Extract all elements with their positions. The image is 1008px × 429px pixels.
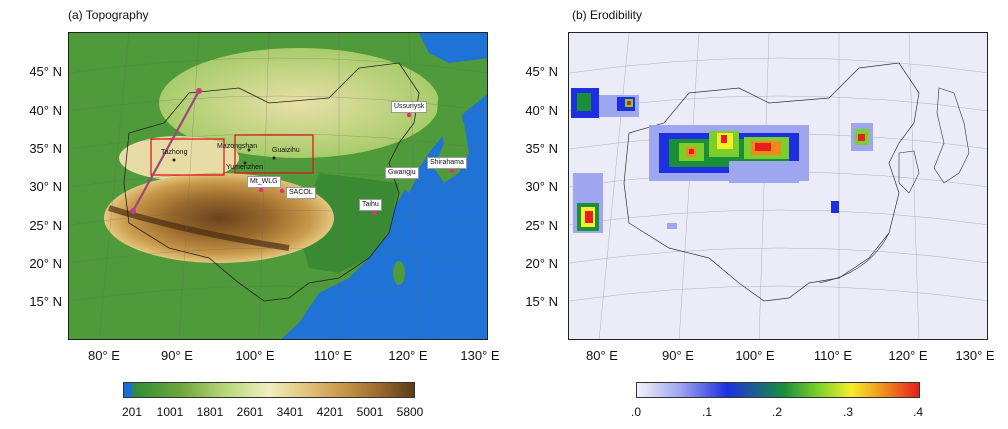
korea-outline-b <box>898 150 920 194</box>
b-lat-label-35: 35° N <box>525 141 558 156</box>
site-label-shirahama: Shirahama <box>427 157 467 169</box>
a-lon-label-120: 120° E <box>388 348 428 363</box>
site-marker-mtwlg <box>258 187 264 193</box>
japan-outline-b <box>933 87 970 184</box>
topo-cbar-label-6: 5001 <box>356 405 384 419</box>
erod-cbar-label-4: .4 <box>912 405 923 419</box>
site-marker-guaizihu <box>272 156 276 160</box>
a-lat-label-45: 45° N <box>29 64 62 79</box>
a-lat-label-20: 20° N <box>29 256 62 271</box>
a-lat-label-35: 35° N <box>29 141 62 156</box>
b-lon-label-90: 90° E <box>662 348 694 363</box>
site-marker-mazongshan <box>247 148 251 152</box>
transect-end-south <box>130 208 136 214</box>
site-marker-shirahama <box>449 168 455 174</box>
topo-cbar-label-7: 5800 <box>396 405 424 419</box>
panel-b-title: (b) Erodibility <box>572 8 643 22</box>
site-label-taihu: Taihu <box>359 199 382 211</box>
a-lon-label-80: 80° E <box>88 348 120 363</box>
b-lon-label-100: 100° E <box>735 348 775 363</box>
a-lon-label-130: 130° E <box>460 348 500 363</box>
topography-colorbar <box>123 382 415 398</box>
site-marker-tazhong <box>172 158 176 162</box>
tarim-basin <box>119 136 239 180</box>
erodibility-colorbar <box>636 382 920 398</box>
site-label-ussuriysk: Ussuriysk <box>391 101 428 113</box>
taklimakan-box <box>150 138 225 176</box>
site-label-guaizihu: Guaizihu <box>272 147 300 154</box>
china-border-b <box>623 62 920 302</box>
china-border <box>123 62 420 302</box>
site-marker-ussuriysk <box>406 112 412 118</box>
site-label-mazongshan: Mazongshan <box>217 143 258 150</box>
topo-cbar-label-0: 201 <box>121 405 143 419</box>
b-lat-label-15: 15° N <box>525 294 558 309</box>
b-lat-label-30: 30° N <box>525 179 558 194</box>
a-lon-label-110: 110° E <box>313 348 353 363</box>
b-lon-label-130: 130° E <box>955 348 995 363</box>
topo-cbar-label-5: 4201 <box>316 405 344 419</box>
b-lat-label-40: 40° N <box>525 103 558 118</box>
b-lat-label-45: 45° N <box>525 64 558 79</box>
site-label-sacol: SACOL <box>286 187 316 199</box>
site-label-gwangju: Gwangju <box>385 167 419 179</box>
mongolian-plateau <box>159 48 439 158</box>
a-lon-label-100: 100° E <box>235 348 275 363</box>
gobi-box <box>234 134 314 174</box>
a-lat-label-40: 40° N <box>29 103 62 118</box>
b-lon-label-110: 110° E <box>813 348 853 363</box>
erod-cbar-label-3: .3 <box>842 405 853 419</box>
a-lat-label-25: 25° N <box>29 218 62 233</box>
topo-cbar-label-4: 3401 <box>276 405 304 419</box>
b-lat-label-25: 25° N <box>525 218 558 233</box>
topo-cbar-label-2: 1801 <box>196 405 224 419</box>
site-label-yumenzhen: Yumenzhen <box>226 164 263 171</box>
topography-map: Tazhong Mazongshan Guaizihu Yumenzhen Mt… <box>68 32 488 340</box>
erodibility-map-svg <box>569 33 987 339</box>
erodibility-map <box>568 32 988 340</box>
topo-cbar-label-1: 1001 <box>156 405 184 419</box>
lowland-east <box>299 173 399 273</box>
coast-east-b <box>818 232 890 284</box>
tibetan-plateau <box>104 173 334 263</box>
b-lon-label-80: 80° E <box>586 348 618 363</box>
erod-cbar-label-2: .2 <box>771 405 782 419</box>
graticule-b <box>569 33 987 339</box>
a-lat-label-15: 15° N <box>29 294 62 309</box>
site-label-mtwlg: Mt_WLG <box>247 176 281 188</box>
erod-cbar-label-0: .0 <box>630 405 641 419</box>
himalaya-ridge <box>108 205 290 251</box>
site-marker-taihu <box>371 210 377 216</box>
topo-cbar-label-3: 2601 <box>236 405 264 419</box>
site-marker-sacol <box>279 188 285 194</box>
erod-cbar-label-1: .1 <box>701 405 712 419</box>
transect-line <box>132 90 200 212</box>
site-marker-yumenzhen <box>243 161 247 165</box>
panel-a-title: (a) Topography <box>68 8 149 22</box>
transect-end-north <box>196 88 202 94</box>
b-lon-label-120: 120° E <box>888 348 928 363</box>
a-lat-label-30: 30° N <box>29 179 62 194</box>
a-lon-label-90: 90° E <box>161 348 193 363</box>
taiwan <box>393 261 405 285</box>
b-lat-label-20: 20° N <box>525 256 558 271</box>
site-label-tazhong: Tazhong <box>161 149 188 156</box>
